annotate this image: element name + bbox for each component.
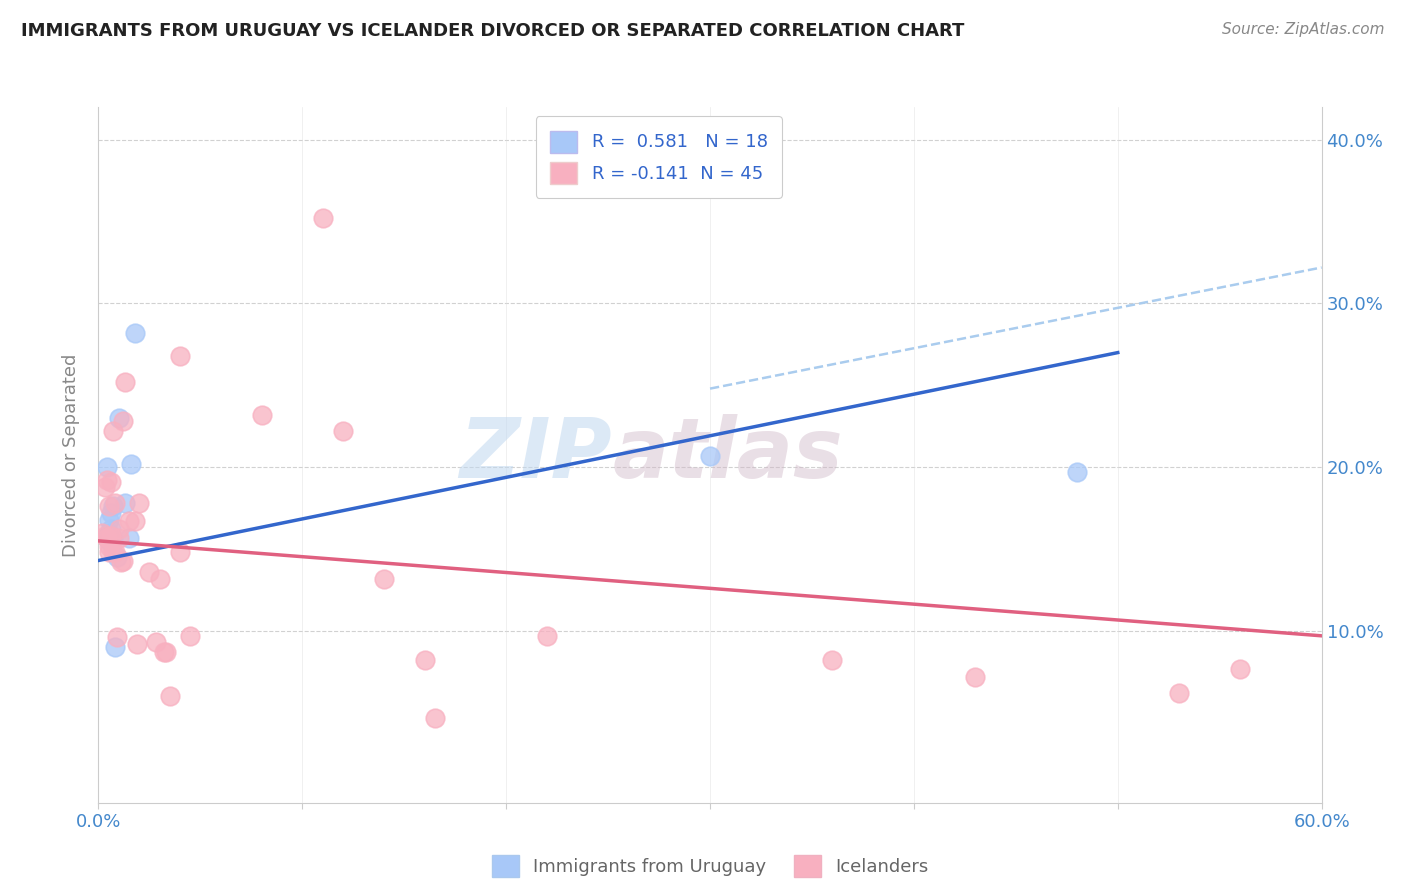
Point bbox=[699, 449, 721, 463]
Point bbox=[97, 533, 120, 548]
Point bbox=[100, 506, 122, 520]
Point bbox=[108, 523, 131, 537]
Point bbox=[96, 531, 118, 545]
Point bbox=[159, 690, 181, 704]
Text: atlas: atlas bbox=[612, 415, 842, 495]
Point bbox=[93, 480, 115, 494]
Text: IMMIGRANTS FROM URUGUAY VS ICELANDER DIVORCED OR SEPARATED CORRELATION CHART: IMMIGRANTS FROM URUGUAY VS ICELANDER DIV… bbox=[21, 22, 965, 40]
Point bbox=[413, 653, 436, 667]
Point bbox=[250, 408, 273, 422]
Point bbox=[97, 539, 120, 553]
Point bbox=[100, 475, 122, 489]
Point bbox=[145, 635, 167, 649]
Point bbox=[100, 523, 122, 537]
Point bbox=[96, 473, 118, 487]
Point bbox=[536, 629, 558, 643]
Point bbox=[124, 514, 146, 528]
Point bbox=[169, 545, 191, 559]
Text: Source: ZipAtlas.com: Source: ZipAtlas.com bbox=[1222, 22, 1385, 37]
Point bbox=[100, 533, 122, 548]
Point bbox=[97, 545, 120, 559]
Point bbox=[105, 550, 128, 565]
Point bbox=[373, 572, 395, 586]
Point bbox=[965, 670, 987, 684]
Point bbox=[104, 496, 127, 510]
Point bbox=[96, 460, 118, 475]
Point bbox=[118, 514, 141, 528]
Point bbox=[108, 411, 131, 425]
Point bbox=[101, 533, 124, 547]
Point bbox=[101, 424, 124, 438]
Point bbox=[104, 545, 127, 559]
Point bbox=[91, 525, 114, 540]
Point bbox=[118, 531, 141, 545]
Point bbox=[179, 629, 201, 643]
Y-axis label: Divorced or Separated: Divorced or Separated bbox=[62, 353, 80, 557]
Point bbox=[169, 349, 191, 363]
Point bbox=[100, 529, 122, 543]
Legend: Immigrants from Uruguay, Icelanders: Immigrants from Uruguay, Icelanders bbox=[485, 847, 935, 884]
Point bbox=[155, 645, 177, 659]
Point bbox=[120, 457, 142, 471]
Text: ZIP: ZIP bbox=[460, 415, 612, 495]
Point bbox=[821, 653, 844, 667]
Point bbox=[111, 414, 134, 428]
Point bbox=[114, 496, 136, 510]
Point bbox=[114, 375, 136, 389]
Point bbox=[1167, 686, 1189, 700]
Point bbox=[124, 326, 146, 340]
Point bbox=[97, 500, 120, 514]
Point bbox=[93, 529, 115, 543]
Point bbox=[111, 553, 134, 567]
Point bbox=[1229, 662, 1251, 676]
Point bbox=[108, 531, 131, 545]
Point bbox=[97, 525, 120, 540]
Point bbox=[128, 496, 150, 510]
Point bbox=[149, 572, 172, 586]
Point bbox=[97, 512, 120, 526]
Point bbox=[101, 545, 124, 559]
Point bbox=[1066, 465, 1088, 479]
Point bbox=[104, 640, 127, 655]
Point bbox=[138, 565, 160, 579]
Point bbox=[127, 637, 149, 651]
Point bbox=[332, 424, 354, 438]
Point bbox=[152, 645, 174, 659]
Point bbox=[101, 500, 124, 514]
Point bbox=[110, 555, 132, 569]
Point bbox=[423, 711, 446, 725]
Point bbox=[105, 631, 128, 645]
Point bbox=[312, 211, 335, 226]
